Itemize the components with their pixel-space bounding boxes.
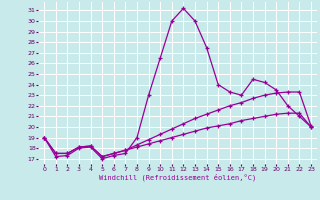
X-axis label: Windchill (Refroidissement éolien,°C): Windchill (Refroidissement éolien,°C) <box>99 174 256 181</box>
